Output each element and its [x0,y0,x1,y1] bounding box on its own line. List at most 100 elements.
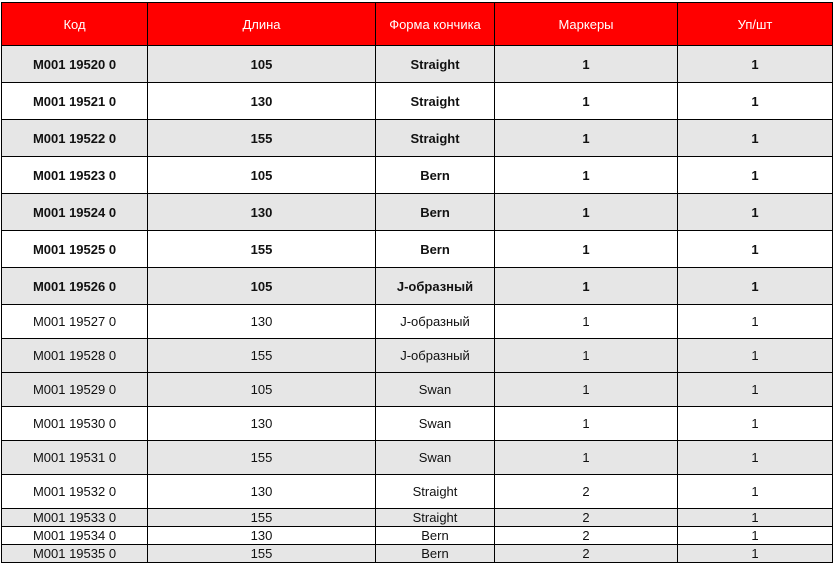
table-row: M001 19530 0 130 Swan 1 1 [1,406,833,441]
table-row: M001 19532 0 130 Straight 2 1 [1,474,833,509]
cell-length: 105 [147,45,376,83]
cell-tip-shape: Straight [375,82,495,120]
cell-code: M001 19530 0 [1,406,148,441]
cell-pack: 1 [677,45,833,83]
cell-length: 155 [147,338,376,373]
table-row: M001 19535 0 155 Bern 2 1 [1,544,833,563]
cell-code: M001 19528 0 [1,338,148,373]
cell-length: 130 [147,406,376,441]
cell-code: M001 19526 0 [1,267,148,305]
cell-tip-shape: Bern [375,193,495,231]
cell-markers: 1 [494,372,678,407]
cell-code: M001 19521 0 [1,82,148,120]
cell-markers: 1 [494,156,678,194]
cell-code: M001 19527 0 [1,304,148,339]
cell-length: 130 [147,474,376,509]
cell-code: M001 19525 0 [1,230,148,268]
cell-length: 130 [147,304,376,339]
cell-tip-shape: Bern [375,526,495,545]
table-row: M001 19526 0 105 J-образный 1 1 [1,267,833,305]
header-markers: Маркеры [494,2,678,46]
cell-markers: 1 [494,230,678,268]
cell-tip-shape: Bern [375,544,495,563]
table-row: M001 19527 0 130 J-образный 1 1 [1,304,833,339]
cell-markers: 1 [494,440,678,475]
cell-length: 130 [147,526,376,545]
table-row: M001 19524 0 130 Bern 1 1 [1,193,833,231]
header-tip-shape: Форма кончика [375,2,495,46]
cell-pack: 1 [677,193,833,231]
cell-markers: 1 [494,338,678,373]
cell-tip-shape: Straight [375,508,495,527]
cell-tip-shape: Straight [375,119,495,157]
cell-pack: 1 [677,474,833,509]
cell-pack: 1 [677,267,833,305]
cell-markers: 1 [494,82,678,120]
cell-pack: 1 [677,156,833,194]
cell-code: M001 19524 0 [1,193,148,231]
header-code: Код [1,2,148,46]
cell-tip-shape: Swan [375,406,495,441]
cell-pack: 1 [677,406,833,441]
cell-markers: 1 [494,267,678,305]
cell-markers: 2 [494,544,678,563]
cell-pack: 1 [677,544,833,563]
table-row: M001 19528 0 155 J-образный 1 1 [1,338,833,373]
cell-length: 155 [147,508,376,527]
cell-length: 155 [147,440,376,475]
cell-tip-shape: J-образный [375,267,495,305]
cell-pack: 1 [677,82,833,120]
cell-code: M001 19531 0 [1,440,148,475]
cell-code: M001 19522 0 [1,119,148,157]
product-table: Код Длина Форма кончика Маркеры Уп/шт M0… [1,2,833,563]
cell-length: 105 [147,372,376,407]
table-row: M001 19522 0 155 Straight 1 1 [1,119,833,157]
cell-pack: 1 [677,304,833,339]
cell-tip-shape: J-образный [375,304,495,339]
cell-length: 105 [147,267,376,305]
cell-pack: 1 [677,440,833,475]
table-row: M001 19531 0 155 Swan 1 1 [1,440,833,475]
table-row: M001 19525 0 155 Bern 1 1 [1,230,833,268]
cell-code: M001 19535 0 [1,544,148,563]
cell-code: M001 19534 0 [1,526,148,545]
cell-code: M001 19533 0 [1,508,148,527]
cell-pack: 1 [677,119,833,157]
cell-length: 155 [147,230,376,268]
cell-length: 130 [147,193,376,231]
cell-code: M001 19529 0 [1,372,148,407]
cell-tip-shape: Bern [375,156,495,194]
cell-markers: 2 [494,526,678,545]
cell-length: 130 [147,82,376,120]
cell-markers: 2 [494,508,678,527]
cell-markers: 1 [494,193,678,231]
table-row: M001 19523 0 105 Bern 1 1 [1,156,833,194]
table-row: M001 19520 0 105 Straight 1 1 [1,45,833,83]
cell-tip-shape: Straight [375,45,495,83]
cell-length: 105 [147,156,376,194]
cell-markers: 1 [494,45,678,83]
cell-pack: 1 [677,338,833,373]
cell-pack: 1 [677,526,833,545]
cell-tip-shape: Straight [375,474,495,509]
table-row: M001 19529 0 105 Swan 1 1 [1,372,833,407]
header-length: Длина [147,2,376,46]
cell-code: M001 19520 0 [1,45,148,83]
cell-tip-shape: Swan [375,372,495,407]
table-row: M001 19533 0 155 Straight 2 1 [1,508,833,527]
cell-code: M001 19523 0 [1,156,148,194]
cell-tip-shape: J-образный [375,338,495,373]
table-row: M001 19521 0 130 Straight 1 1 [1,82,833,120]
header-row: Код Длина Форма кончика Маркеры Уп/шт [1,2,833,46]
cell-length: 155 [147,544,376,563]
cell-pack: 1 [677,508,833,527]
table-row: M001 19534 0 130 Bern 2 1 [1,526,833,545]
cell-pack: 1 [677,230,833,268]
cell-markers: 1 [494,304,678,339]
cell-tip-shape: Swan [375,440,495,475]
cell-pack: 1 [677,372,833,407]
cell-code: M001 19532 0 [1,474,148,509]
cell-length: 155 [147,119,376,157]
cell-markers: 1 [494,406,678,441]
cell-markers: 2 [494,474,678,509]
